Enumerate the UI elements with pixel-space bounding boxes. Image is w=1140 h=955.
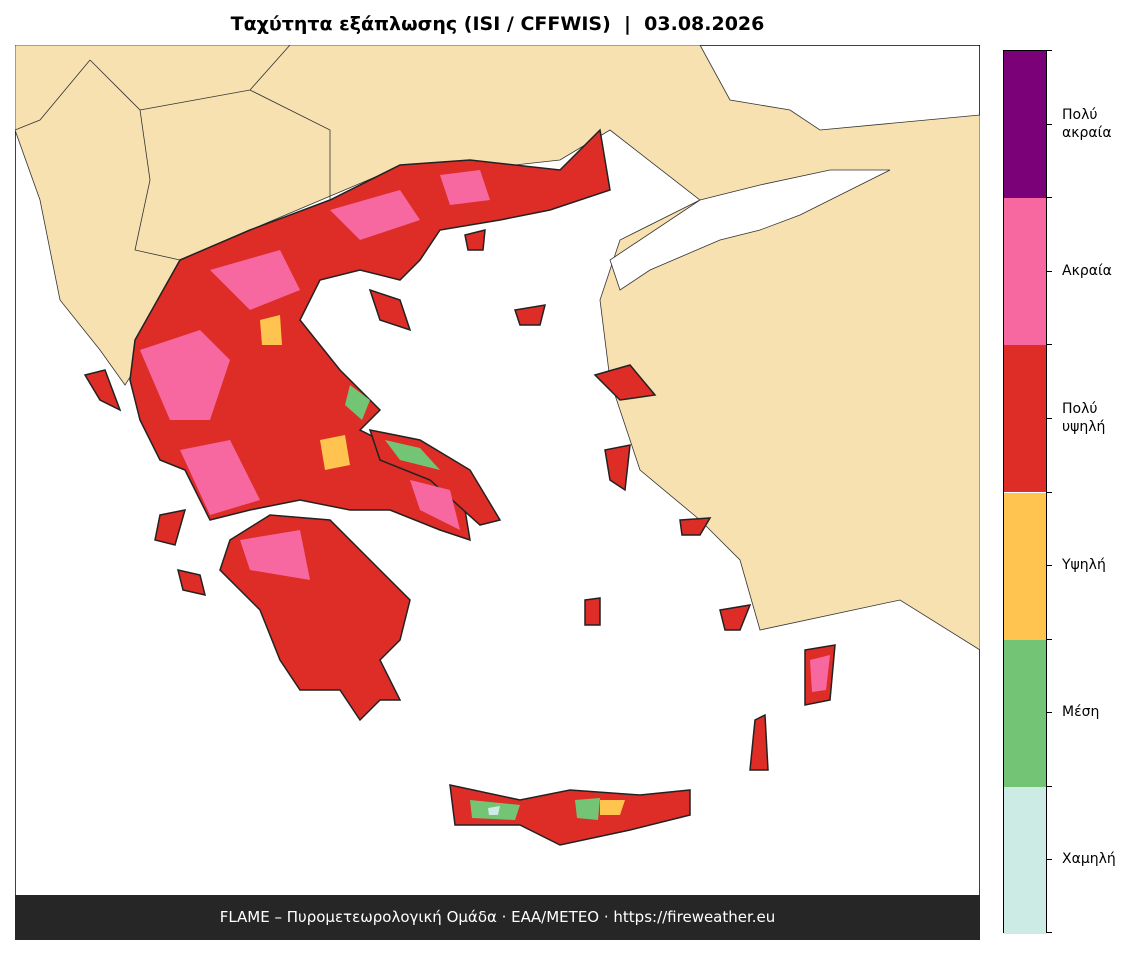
legend-boundary-tick xyxy=(1047,344,1052,346)
legend-label: Μέση xyxy=(1062,704,1100,721)
colorbar xyxy=(1003,50,1047,934)
legend-boundary-tick xyxy=(1047,932,1052,933)
legend-tick xyxy=(1047,859,1052,861)
legend-tick xyxy=(1047,123,1052,125)
legend-label: Ακραία xyxy=(1062,262,1112,279)
legend-tick xyxy=(1047,270,1052,272)
legend-boundary-tick xyxy=(1047,50,1052,51)
legend-swatch xyxy=(1004,198,1046,346)
map xyxy=(15,45,980,940)
legend-label: Χαμηλή xyxy=(1062,851,1116,868)
legend-boundary-tick xyxy=(1047,638,1052,640)
legend-swatch xyxy=(1004,786,1046,934)
legend-tick xyxy=(1047,712,1052,714)
legend-label: Πολύ ακραία xyxy=(1062,106,1112,141)
legend-label: Πολύ υψηλή xyxy=(1062,400,1106,435)
legend-boundary-tick xyxy=(1047,491,1052,493)
legend-swatch xyxy=(1004,345,1046,493)
legend-label: Υψηλή xyxy=(1062,557,1106,574)
legend-tick xyxy=(1047,417,1052,419)
footer: FLAME – Πυρομετεωρολογική Ομάδα · ΕΑΑ/ME… xyxy=(15,895,980,940)
legend-tick xyxy=(1047,565,1052,567)
map-title: Ταχύτητα εξάπλωσης (ISI / CFFWIS) | 03.0… xyxy=(230,13,765,35)
legend-boundary-tick xyxy=(1047,785,1052,787)
legend-swatch xyxy=(1004,639,1046,787)
legend-swatch xyxy=(1004,51,1046,199)
legend-boundary-tick xyxy=(1047,197,1052,199)
legend-swatch xyxy=(1004,492,1046,640)
